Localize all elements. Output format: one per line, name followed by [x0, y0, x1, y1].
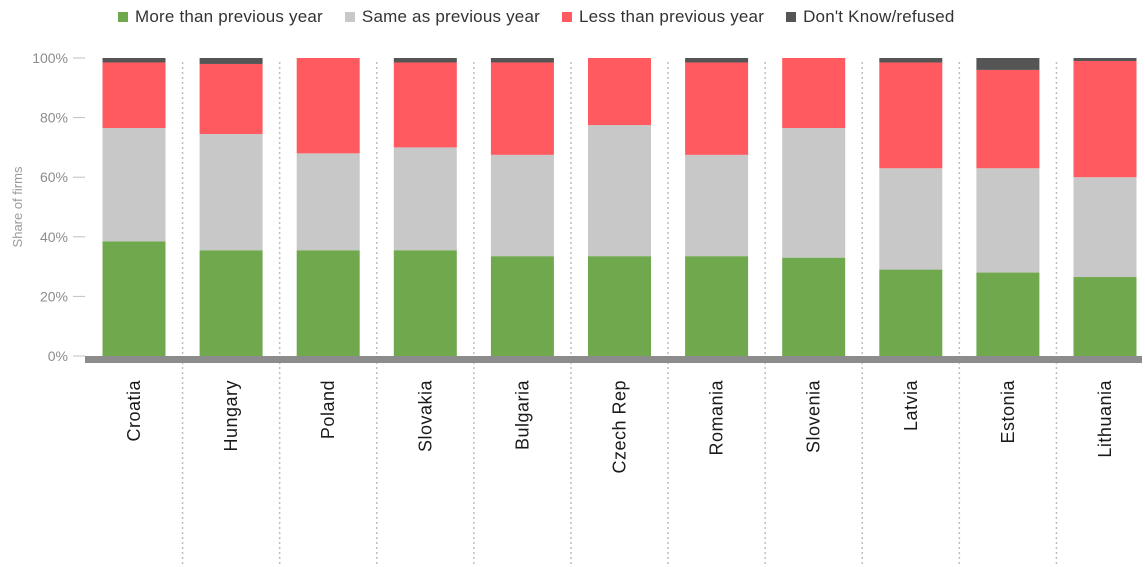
category-separators — [181, 62, 1058, 567]
x-category-label: Czech Rep — [610, 380, 630, 474]
bar-segment-less-than-previous-year — [879, 62, 943, 169]
x-category-label: Bulgaria — [512, 380, 532, 451]
legend-swatch — [344, 12, 355, 22]
bar-segment-more-than-previous-year — [102, 241, 166, 356]
bar-segment-same-as-previous-year — [296, 153, 360, 251]
bar-segment-less-than-previous-year — [1073, 60, 1137, 178]
bar-group-slovakia — [393, 58, 457, 356]
bar-segment-don-t-know-refused — [879, 58, 943, 63]
legend-swatch — [118, 12, 128, 22]
y-axis-title: Share of firms — [10, 166, 25, 247]
y-tick-label: 40% — [40, 229, 68, 245]
x-category-label: Romania — [707, 380, 727, 456]
bar-segment-same-as-previous-year — [976, 168, 1040, 273]
x-category-label: Slovenia — [804, 380, 824, 454]
x-category-label: Estonia — [998, 380, 1018, 444]
x-category-label: Poland — [318, 380, 338, 439]
x-axis-baseline — [85, 356, 1142, 363]
bar-segment-less-than-previous-year — [588, 58, 651, 126]
bar-segment-more-than-previous-year — [199, 250, 263, 356]
bar-segment-less-than-previous-year — [490, 62, 554, 155]
category-labels: Croatia Hungary Poland Slovakia Bulgaria Czec… — [124, 380, 1115, 474]
y-tick-label: 100% — [32, 50, 68, 66]
bar-group-hungary — [199, 58, 263, 356]
bar-segment-more-than-previous-year — [490, 256, 554, 356]
bar-group-slovenia — [782, 58, 846, 356]
bar-group-bulgaria — [490, 58, 554, 356]
bar-segment-less-than-previous-year — [102, 62, 166, 129]
bar-group-estonia — [976, 58, 1040, 356]
bar-segment-same-as-previous-year — [685, 154, 749, 257]
bar-segment-same-as-previous-year — [490, 154, 554, 257]
bar-segment-less-than-previous-year — [296, 58, 360, 154]
bar-segment-more-than-previous-year — [879, 269, 943, 356]
bar-segment-don-t-know-refused — [199, 58, 263, 64]
bar-segment-don-t-know-refused — [490, 58, 554, 63]
bar-segment-don-t-know-refused — [685, 58, 749, 63]
bar-group-romania — [685, 58, 749, 356]
legend-swatch — [786, 12, 797, 22]
bar-segment-same-as-previous-year — [879, 168, 943, 270]
bar-segment-don-t-know-refused — [976, 58, 1040, 70]
bar-segment-more-than-previous-year — [685, 256, 749, 356]
bar-group-poland — [296, 58, 360, 356]
bars — [102, 58, 1137, 356]
chart-legend: More than previous year Same as previous … — [118, 6, 977, 28]
bar-group-lithuania — [1073, 58, 1137, 356]
legend-label: Don't Know/refused — [803, 7, 955, 26]
x-category-label: Slovakia — [415, 380, 435, 453]
legend-item-don-t-know-refused: Don't Know/refused — [786, 7, 954, 27]
bar-segment-more-than-previous-year — [296, 250, 360, 356]
bar-segment-same-as-previous-year — [588, 125, 651, 257]
x-category-label: Latvia — [901, 380, 921, 432]
legend-item-same-as-previous-year: Same as previous year — [344, 7, 540, 27]
bar-segment-less-than-previous-year — [976, 69, 1040, 169]
bar-segment-less-than-previous-year — [393, 62, 457, 148]
bar-segment-more-than-previous-year — [1073, 277, 1137, 356]
legend-item-more-than-previous-year: More than previous year — [118, 7, 323, 27]
bar-segment-don-t-know-refused — [1073, 58, 1137, 61]
legend-label: Same as previous year — [361, 7, 540, 26]
bar-group-latvia — [879, 58, 943, 356]
bar-segment-less-than-previous-year — [685, 62, 749, 155]
bar-group-croatia — [102, 58, 166, 356]
bar-segment-same-as-previous-year — [782, 128, 846, 258]
y-tick-label: 0% — [48, 348, 68, 364]
x-category-label: Hungary — [221, 380, 241, 452]
bar-segment-same-as-previous-year — [102, 128, 166, 242]
y-tick-label: 20% — [40, 288, 68, 304]
bar-segment-same-as-previous-year — [1073, 177, 1137, 278]
y-tick-label: 60% — [40, 169, 68, 185]
legend-item-less-than-previous-year: Less than previous year — [561, 7, 765, 27]
y-tick-label: 80% — [40, 110, 68, 126]
bar-segment-same-as-previous-year — [393, 147, 457, 251]
bar-segment-don-t-know-refused — [393, 58, 457, 63]
bar-segment-more-than-previous-year — [588, 256, 651, 356]
legend-swatch — [561, 12, 572, 22]
bar-group-czech-rep — [588, 58, 651, 356]
bar-segment-don-t-know-refused — [102, 58, 166, 63]
bar-segment-more-than-previous-year — [782, 257, 846, 356]
legend-label: Less than previous year — [578, 7, 765, 26]
x-category-label: Lithuania — [1095, 380, 1115, 458]
bar-segment-same-as-previous-year — [199, 133, 263, 251]
bar-segment-less-than-previous-year — [199, 63, 263, 134]
bar-segment-more-than-previous-year — [976, 272, 1040, 356]
bar-segment-more-than-previous-year — [393, 250, 457, 356]
legend-label: More than previous year — [135, 7, 323, 26]
x-category-label: Croatia — [124, 380, 144, 442]
bar-segment-less-than-previous-year — [782, 58, 846, 129]
y-axis: 0% 20% 40% 60% 80% 100% — [32, 50, 85, 364]
